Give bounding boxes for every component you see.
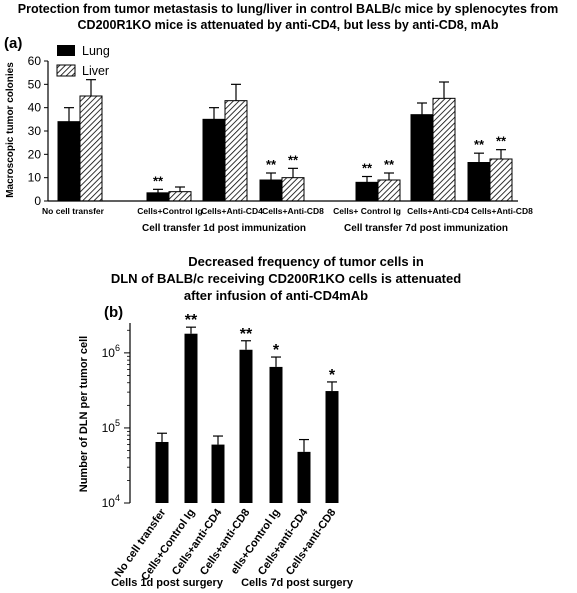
chart-b-title-line-3: after infusion of anti-CD4mAb (184, 288, 368, 303)
chart-a-errorbars (64, 79, 506, 193)
chart-a-significance-mark: ** (288, 152, 299, 167)
chart-a-y-tick-label: 50 (28, 77, 42, 91)
legend-label-liver: Liver (82, 64, 109, 78)
legend-label-lung: Lung (82, 44, 110, 58)
chart-a-category-label: No cell transfer (42, 206, 105, 216)
chart-b-group-label-1: Cells 1d post surgery (111, 577, 224, 589)
chart-b-bar (325, 391, 339, 503)
chart-a-category-label: Cells+Anti-CD4 (407, 206, 469, 216)
chart-a-significance: ** ** ** ** ** ** ** (153, 134, 507, 189)
chart-a-bar-lung (355, 181, 379, 202)
chart-b-significance-mark: ** (185, 312, 198, 329)
chart-b-y-tick-label: 104 (102, 493, 120, 510)
chart-a-bar-lung (57, 121, 81, 202)
chart-a-bar-liver (377, 179, 401, 202)
chart-a-bar-liver (79, 95, 103, 202)
chart-a-category-label: Cells+Control Ig (137, 206, 202, 216)
chart-b-bar (297, 451, 311, 503)
chart-b-group-label-2: Cells 7d post surgery (241, 577, 354, 589)
chart-a-y-tick-label: 0 (34, 194, 41, 208)
chart-b: Decreased frequency of tumor cells in DL… (78, 254, 461, 589)
chart-a-bars (57, 95, 513, 202)
chart-a-bar-liver (281, 177, 305, 202)
chart-b-bar (211, 444, 225, 503)
legend-swatch-lung (57, 45, 75, 56)
chart-b-bar (184, 333, 198, 503)
chart-a-significance-mark: ** (153, 173, 164, 188)
chart-a-category-label: Cells+Anti-CD4 (201, 206, 263, 216)
chart-b-category-label: Cells+anti-CD4 (256, 506, 311, 577)
chart-a-title-line-2: CD200R1KO mice is attenuated by anti-CD4… (78, 18, 499, 32)
chart-a-bar-liver (432, 97, 456, 202)
chart-a-y-tick-label: 40 (28, 101, 42, 115)
chart-b-title-line-1: Decreased frequency of tumor cells in (188, 254, 424, 269)
chart-a-significance-mark: ** (384, 157, 395, 172)
chart-b-bars (155, 333, 339, 503)
chart-a-title-line-1: Protection from tumor metastasis to lung… (18, 2, 558, 16)
chart-a-bar-lung (259, 179, 283, 202)
chart-b-significance-mark: ** (240, 326, 253, 343)
chart-a-legend: Lung Liver (56, 44, 110, 78)
chart-a-category-label: Cells+ Control Ig (333, 206, 401, 216)
chart-b-category-label: No cell transfer (113, 506, 169, 579)
chart-a-category-label: Cells+Anti-CD8 (471, 206, 533, 216)
chart-a-bar-liver (224, 100, 248, 202)
chart-a-group-label-1: Cell transfer 1d post immunization (142, 223, 306, 234)
chart-b-bar (155, 441, 169, 503)
chart-b-category-label: Cells+anti-CD4 (170, 506, 225, 577)
chart-a-y-tick-label: 30 (28, 124, 42, 138)
chart-b-errorbars (157, 326, 337, 452)
chart-b-bar (239, 349, 253, 503)
chart-a-category-label: Cells+Anti-CD8 (262, 206, 324, 216)
chart-b-y-axis-label: Number of DLN per tumor cell (78, 336, 90, 492)
chart-a-bar-lung (467, 162, 491, 202)
chart-a-significance-mark: ** (496, 134, 507, 149)
chart-a-group-label-2: Cell transfer 7d post immunization (344, 223, 508, 234)
chart-a-y-ticks: 0 10 20 30 40 50 60 (28, 54, 48, 208)
chart-b-y-tick-label: 106 (102, 343, 120, 360)
chart-a-panel-letter: (a) (4, 35, 22, 52)
chart-a: Protection from tumor metastasis to lung… (4, 2, 558, 234)
chart-a-bar-lung (146, 192, 170, 202)
chart-b-significance: ****** (185, 312, 336, 384)
chart-a-significance-mark: ** (362, 161, 373, 176)
chart-b-y-ticks: 104 105 106 (102, 329, 130, 510)
legend-swatch-liver (56, 64, 76, 77)
chart-b-significance-mark: * (273, 342, 280, 359)
chart-a-significance-mark: ** (474, 137, 485, 152)
chart-b-bar (269, 366, 283, 503)
chart-a-bar-lung (202, 118, 226, 202)
chart-a-bar-liver (489, 158, 513, 202)
chart-a-significance-mark: ** (266, 157, 277, 172)
chart-a-category-labels: No cell transfer Cells+Control IgCells+An… (42, 206, 533, 216)
chart-a-y-tick-label: 20 (28, 147, 42, 161)
chart-b-title-line-2: DLN of BALB/c receiving CD200R1KO cells … (111, 271, 461, 286)
chart-a-bar-liver (168, 191, 192, 202)
chart-a-y-tick-label: 60 (28, 54, 42, 68)
chart-b-panel-letter: (b) (104, 304, 123, 321)
chart-a-bar-lung (410, 114, 434, 202)
chart-b-significance-mark: * (329, 367, 336, 384)
chart-b-y-tick-label: 105 (102, 418, 120, 435)
chart-a-y-axis-label: Macroscopic tumor colonies (5, 62, 16, 198)
chart-a-y-tick-label: 10 (28, 171, 42, 185)
